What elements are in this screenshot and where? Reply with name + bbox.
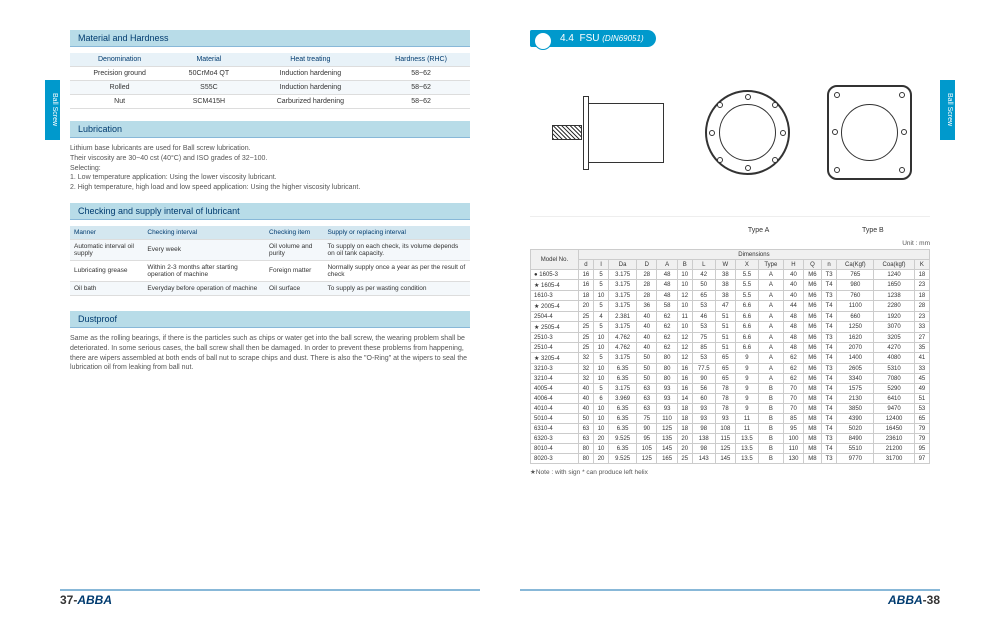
material-header: Material and Hardness (70, 30, 470, 47)
col-group-dims: Dimensions (578, 250, 929, 260)
caption-type-b: Type B (816, 227, 930, 234)
diagram-type-a (705, 90, 790, 175)
table-row: 5010-450106.357511018939311B85M8T4439012… (531, 414, 930, 424)
chapter-spec: (DIN69051) (602, 34, 643, 43)
footer-left: 37-ABBA (60, 589, 480, 607)
table-row: 8020-380209.5251251652514314513.5B130M8T… (531, 454, 930, 464)
table-row: Oil bathEveryday before operation of mac… (70, 281, 470, 295)
diagram-captions: Type A Type B (530, 227, 930, 234)
table-row: 2504-42542.38140621146516.6A48M6T4660192… (531, 312, 930, 322)
dustproof-header: Dustproof (70, 311, 470, 328)
page-right: 4.4 FSU (DIN69051) Type A Type B Unit : … (520, 10, 940, 591)
dims-col: Ca(Kgf) (837, 260, 874, 270)
table-row: Lubricating greaseWithin 2-3 months afte… (70, 260, 470, 281)
table-row: ● 1605-31653.17528481042385.5A40M6T37651… (531, 270, 930, 280)
dims-col: Da (609, 260, 637, 270)
table-row: 3210-432106.3550801690659A62M6T433407080… (531, 374, 930, 384)
material-col: Hardness (RHC) (372, 53, 470, 67)
check-col: Manner (70, 226, 143, 240)
dimensions-table: Model No.Dimensions dIDaDABLWXTypeHQnCa(… (530, 249, 930, 464)
lubrication-header: Lubrication (70, 121, 470, 138)
side-tab-left: Ball Screw (45, 80, 60, 140)
footer-right: ABBA-38 (520, 589, 940, 607)
dustproof-text: Same as the rolling bearings, if there i… (70, 334, 470, 373)
dims-col: A (657, 260, 677, 270)
dims-col: D (637, 260, 657, 270)
side-tab-right: Ball Screw (940, 80, 955, 140)
material-col: Denomination (70, 53, 169, 67)
dims-col: d (578, 260, 593, 270)
table-row: 6310-463106.3590125189810811B95M8T450201… (531, 424, 930, 434)
material-col: Heat treating (249, 53, 372, 67)
page-num-left: 37- (60, 593, 77, 607)
check-table: MannerChecking intervalChecking itemSupp… (70, 226, 470, 296)
diagram-type-b (827, 85, 912, 180)
check-header: Checking and supply interval of lubrican… (70, 203, 470, 220)
unit-note: Unit : mm (530, 240, 930, 247)
table-row: 6320-363209.525951352013811513.5B100M8T3… (531, 434, 930, 444)
table-row: 2510-325104.76240621275516.6A48M6T316203… (531, 333, 930, 343)
table-row: 8010-480106.35105145209812513.5B110M8T45… (531, 444, 930, 454)
col-model: Model No. (531, 250, 579, 270)
footnote: ★Note : with sign * can produce left hel… (530, 468, 930, 476)
table-row: 2510-425104.76240621285516.6A48M6T420704… (531, 343, 930, 353)
brand-left: ABBA (77, 593, 112, 607)
table-row: 1610-318103.17528481265385.5A40M6T376012… (531, 291, 930, 301)
material-col: Material (169, 53, 248, 67)
page-num-right: -38 (923, 593, 940, 607)
diagram-side-view (548, 93, 668, 173)
table-row: Precision ground50CrMo4 QTInduction hard… (70, 67, 470, 81)
dims-col: L (692, 260, 715, 270)
table-row: ★ 2005-42053.17536581053476.6A44M6T41100… (531, 301, 930, 312)
table-row: ★ 1605-41653.17528481050385.5A40M6T49801… (531, 280, 930, 291)
diagram-area (530, 57, 930, 217)
table-row: 3210-332106.3550801677.5659A62M6T3260553… (531, 364, 930, 374)
brand-right: ABBA (888, 593, 923, 607)
dims-col: K (914, 260, 929, 270)
dims-col: Type (758, 260, 783, 270)
table-row: NutSCM415HCarburized hardening58~62 (70, 95, 470, 109)
table-row: RolledS55CInduction hardening58~62 (70, 81, 470, 95)
chapter-badge: 4.4 FSU (DIN69051) (530, 30, 656, 47)
dims-col: Coa(kgf) (874, 260, 915, 270)
chapter-title: FSU (579, 33, 599, 44)
dims-col: X (735, 260, 758, 270)
material-table: DenominationMaterialHeat treatingHardnes… (70, 53, 470, 109)
table-row: ★ 3205-43253.17550801253659A62M6T4140040… (531, 353, 930, 364)
dims-col: H (783, 260, 803, 270)
check-col: Checking interval (143, 226, 265, 240)
table-row: 4005-44053.17563931656789B70M8T415755290… (531, 384, 930, 394)
caption-type-a: Type A (701, 227, 815, 234)
table-row: Automatic interval oil supplyEvery weekO… (70, 239, 470, 260)
dims-col: n (821, 260, 837, 270)
dims-col: Q (804, 260, 822, 270)
dims-col: W (715, 260, 735, 270)
table-row: ★ 2505-42553.17540621053516.6A48M6T41250… (531, 322, 930, 333)
table-row: 4010-440106.3563931893789B70M8T438509470… (531, 404, 930, 414)
dims-col: B (677, 260, 692, 270)
page-left: Material and Hardness DenominationMateri… (60, 10, 480, 591)
chapter-num: 4.4 (560, 33, 574, 44)
dims-col: I (593, 260, 608, 270)
check-col: Checking item (265, 226, 323, 240)
check-col: Supply or replacing interval (323, 226, 470, 240)
lubrication-text: Lithium base lubricants are used for Bal… (70, 144, 470, 193)
table-row: 4006-44063.96963931460789B70M8T421306410… (531, 394, 930, 404)
